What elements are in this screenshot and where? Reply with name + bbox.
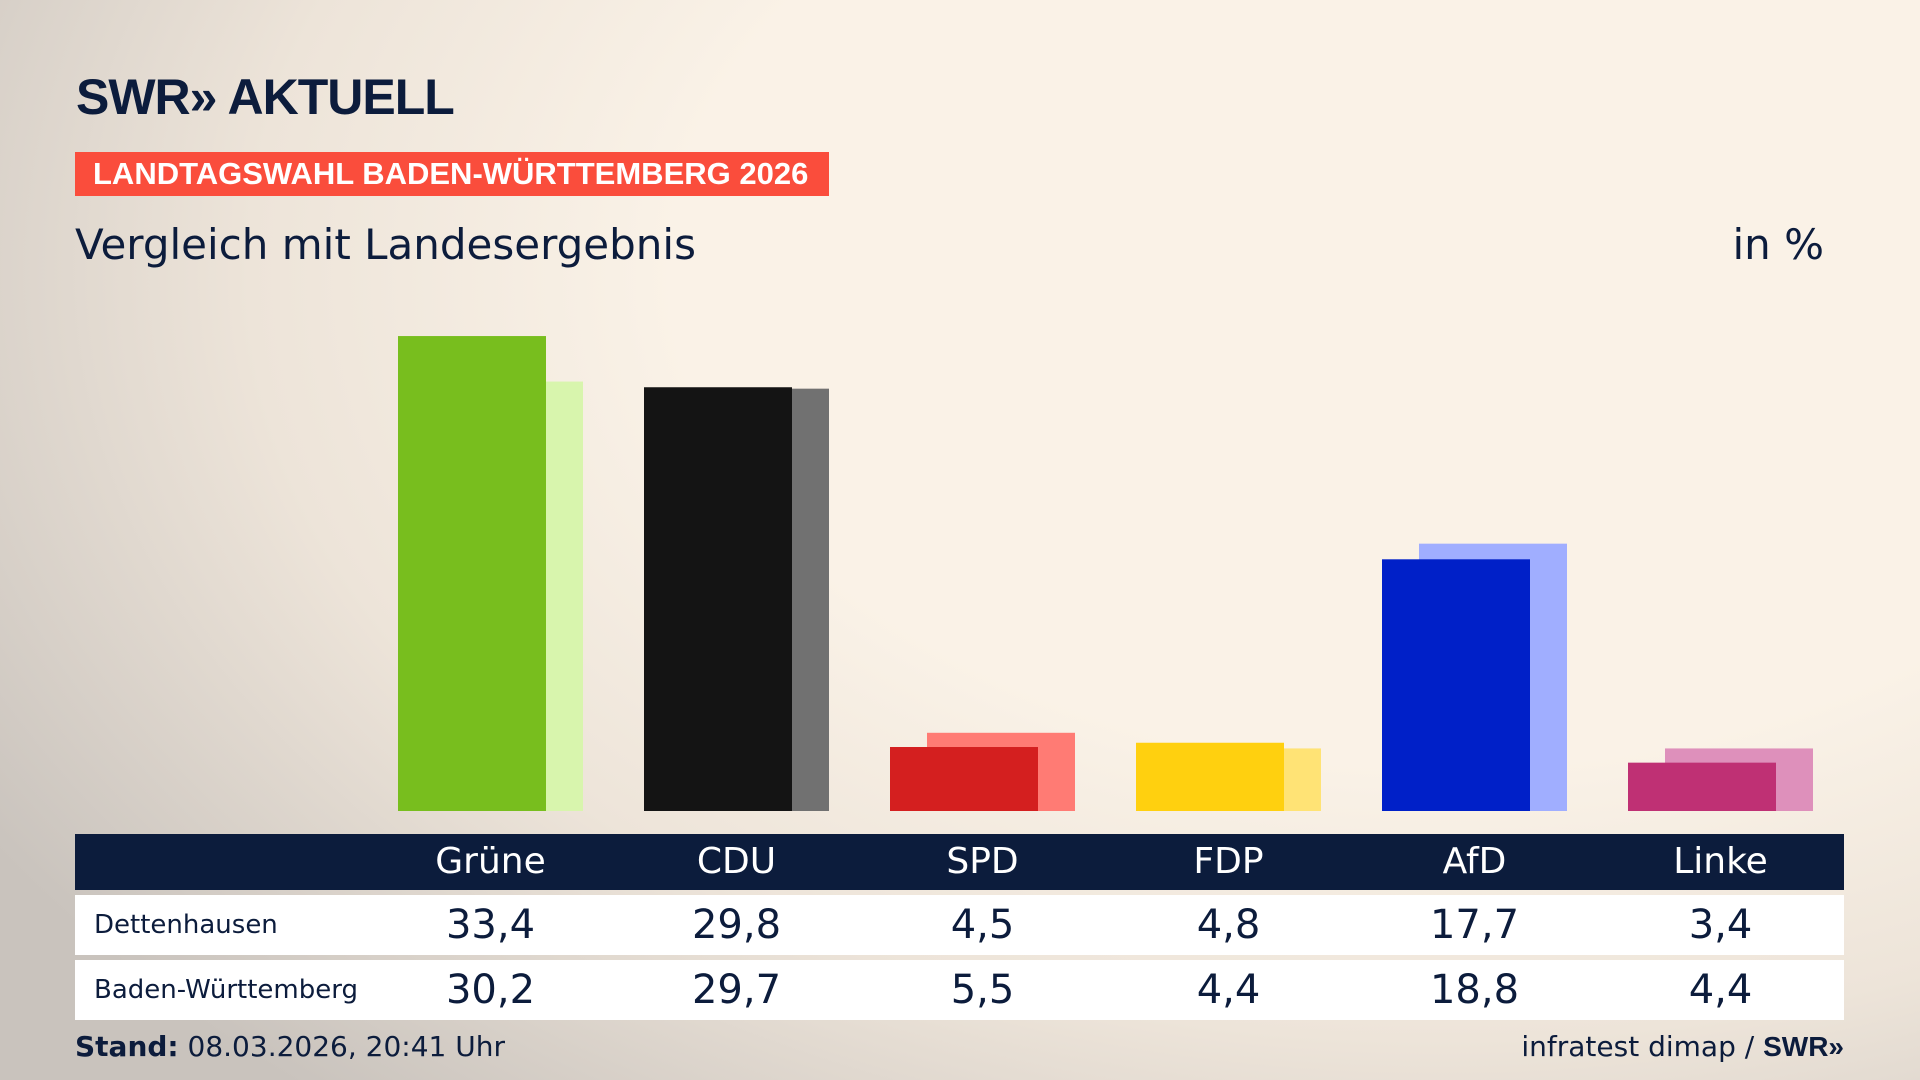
- party-label: Grüne: [435, 841, 546, 882]
- bar-local-1: [644, 387, 792, 811]
- unit-label: in %: [1732, 220, 1824, 269]
- value-label: 33,4: [445, 902, 536, 948]
- value-label: 29,8: [691, 902, 782, 948]
- bar-local-4: [1382, 559, 1530, 811]
- value-label: 29,7: [691, 967, 782, 1013]
- bar-local-2: [890, 747, 1038, 811]
- swr-aktuell-logo: SWR» AKTUELL: [76, 69, 455, 125]
- table-row: Dettenhausen 33,4 29,8 4,5 4,8 17,7 3,4: [75, 895, 1844, 955]
- timestamp: Stand: 08.03.2026, 20:41 Uhr: [75, 1030, 505, 1063]
- swr-logo: SWR»: [1763, 1031, 1844, 1062]
- election-banner: LANDTAGSWAHL BADEN-WÜRTTEMBERG 2026: [75, 152, 829, 196]
- stand-value: 08.03.2026, 20:41 Uhr: [187, 1030, 505, 1063]
- value-label: 30,2: [445, 967, 536, 1013]
- row-label: Dettenhausen: [94, 910, 278, 940]
- bar-local-3: [1136, 742, 1284, 811]
- bar-local-5: [1628, 762, 1776, 811]
- source-text: infratest dimap /: [1521, 1030, 1755, 1063]
- source: infratest dimap / SWR»: [1521, 1030, 1844, 1063]
- party-label: SPD: [946, 841, 1019, 882]
- value-label: 4,5: [950, 902, 1015, 948]
- bar-local-0: [398, 336, 546, 811]
- value-label: 5,5: [950, 967, 1015, 1013]
- party-label: Linke: [1673, 841, 1768, 882]
- value-label: 4,4: [1688, 967, 1753, 1013]
- value-label: 4,8: [1196, 902, 1261, 948]
- value-label: 18,8: [1429, 967, 1520, 1013]
- value-label: 17,7: [1429, 902, 1520, 948]
- party-label: AfD: [1442, 841, 1507, 882]
- chart-subtitle: Vergleich mit Landesergebnis: [75, 220, 696, 269]
- value-label: 4,4: [1196, 967, 1261, 1013]
- party-label: CDU: [696, 841, 777, 882]
- party-label: FDP: [1193, 841, 1264, 882]
- stand-label: Stand:: [75, 1030, 179, 1063]
- table-row: Baden-Württemberg 30,2 29,7 5,5 4,4 18,8 4,4: [75, 960, 1844, 1020]
- results-table: Grüne CDU SPD FDP AfD Linke Dettenhausen 33,4…: [75, 834, 1844, 1020]
- table-header: Grüne CDU SPD FDP AfD Linke: [75, 834, 1844, 890]
- row-label: Baden-Württemberg: [94, 975, 358, 1005]
- value-label: 3,4: [1688, 902, 1753, 948]
